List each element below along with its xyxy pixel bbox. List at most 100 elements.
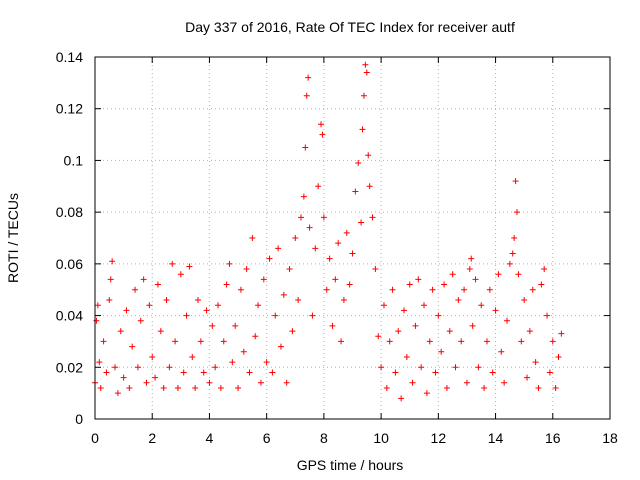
data-point [395, 328, 402, 335]
data-point [335, 240, 342, 247]
data-point [172, 338, 179, 345]
data-point [303, 92, 310, 99]
data-point [200, 369, 207, 376]
data-point [96, 359, 103, 366]
data-point [363, 69, 370, 76]
data-point [117, 328, 124, 335]
y-tick-label: 0.06 [56, 256, 83, 272]
data-point [501, 379, 508, 386]
data-point [298, 214, 304, 221]
data-point [541, 266, 548, 273]
x-tick-label: 2 [148, 430, 156, 446]
data-point [532, 359, 539, 366]
data-point [252, 333, 259, 340]
data-point [418, 364, 425, 371]
data-point [109, 258, 116, 265]
data-point [315, 183, 322, 190]
data-point [237, 286, 244, 293]
data-point [263, 359, 270, 366]
data-point [401, 307, 407, 314]
data-point [552, 384, 559, 391]
data-point [458, 338, 465, 345]
data-point [529, 286, 536, 293]
data-point [146, 302, 153, 309]
data-point [526, 328, 533, 335]
x-tick-label: 6 [263, 430, 271, 446]
data-point [97, 384, 104, 391]
data-point [100, 338, 107, 345]
data-point [292, 235, 299, 241]
chart-title: Day 337 of 2016, Rate Of TEC Index for r… [185, 19, 515, 35]
data-point [174, 384, 181, 391]
data-point [283, 379, 290, 386]
data-point [352, 188, 359, 195]
data-point [472, 276, 479, 283]
data-point [504, 317, 510, 324]
data-point [452, 364, 459, 371]
data-point [378, 364, 385, 371]
data-point [137, 317, 144, 324]
data-point [514, 209, 521, 216]
data-point [478, 302, 485, 309]
data-point [546, 369, 553, 376]
data-point [326, 255, 333, 262]
data-point [498, 348, 505, 355]
data-point [495, 271, 502, 278]
data-point [332, 276, 339, 283]
y-axis-ticks: 0 0.02 0.04 0.06 0.08 0.1 0.12 0.14 [56, 49, 610, 427]
data-point [355, 160, 362, 167]
data-point [183, 312, 190, 319]
data-point [429, 286, 436, 293]
x-tick-label: 14 [488, 430, 504, 446]
data-point [107, 276, 114, 283]
data-point [275, 245, 282, 252]
data-point [432, 369, 439, 376]
data-point [555, 353, 562, 360]
data-point [289, 328, 296, 335]
data-point [329, 322, 336, 329]
data-point [549, 338, 556, 345]
data-point [220, 338, 227, 345]
data-point [140, 276, 147, 283]
data-point [180, 369, 187, 376]
data-point [114, 390, 121, 397]
data-point [538, 281, 545, 288]
data-point [521, 297, 528, 304]
data-point [246, 369, 253, 376]
data-point [435, 312, 442, 319]
data-point [309, 312, 316, 319]
data-point [343, 229, 350, 236]
data-point [475, 364, 482, 371]
y-tick-label: 0.1 [64, 152, 84, 168]
data-point [446, 328, 453, 335]
data-point [157, 328, 164, 335]
data-point [266, 255, 273, 262]
data-point [240, 348, 247, 355]
data-point [300, 193, 307, 200]
data-point [558, 330, 565, 337]
data-point [312, 245, 319, 252]
data-point [255, 302, 262, 309]
data-point [486, 286, 493, 293]
data-point [466, 266, 473, 273]
x-tick-label: 18 [602, 430, 618, 446]
data-point [212, 364, 219, 371]
data-point [449, 271, 456, 278]
data-point [403, 353, 410, 360]
y-axis-label: ROTI / TECUs [5, 193, 21, 283]
data-point [443, 384, 450, 391]
data-point [535, 384, 542, 391]
y-tick-label: 0.12 [56, 101, 83, 117]
data-point [129, 343, 136, 350]
data-point [509, 250, 516, 257]
data-point [112, 364, 119, 371]
data-point [120, 374, 127, 381]
data-point [389, 286, 396, 293]
data-point [169, 260, 176, 267]
data-point [346, 281, 353, 288]
data-point [192, 384, 199, 391]
data-point [406, 281, 413, 288]
data-point [319, 131, 326, 138]
data-point [269, 369, 276, 376]
data-point [215, 302, 222, 309]
